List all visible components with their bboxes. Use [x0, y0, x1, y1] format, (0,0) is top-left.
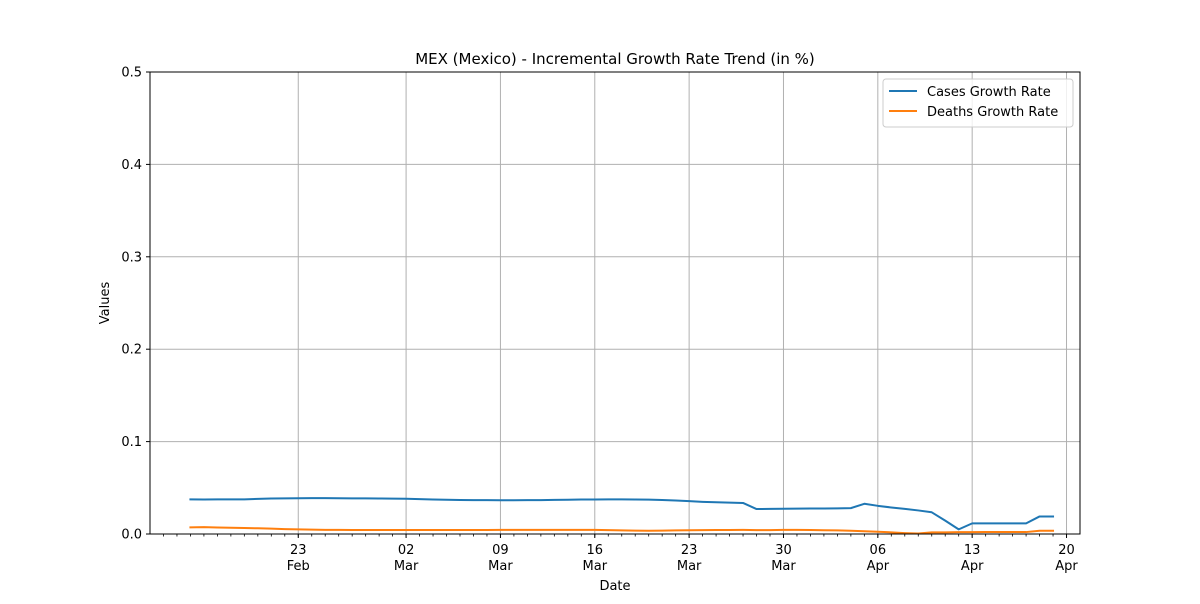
legend: Cases Growth Rate Deaths Growth Rate [882, 78, 1074, 128]
legend-label-deaths: Deaths Growth Rate [927, 105, 1058, 120]
deaths-growth-rate-line [189, 526, 1055, 535]
x-tick-label-day: 20 [1058, 543, 1075, 558]
x-tick-label-month: Mar [583, 559, 608, 574]
grid-lines [150, 71, 1080, 535]
x-axis-label: Date [599, 579, 630, 594]
y-tick-label: 0.5 [121, 66, 142, 81]
y-tick-label: 0.3 [121, 250, 142, 265]
x-tick-label-month: Apr [1055, 559, 1078, 574]
y-tick-label: 0.0 [121, 528, 142, 543]
x-tick-label-day: 02 [398, 543, 415, 558]
x-tick-label-month: Mar [488, 559, 513, 574]
legend-label-cases: Cases Growth Rate [927, 85, 1051, 100]
y-axis-label: Values [98, 282, 113, 325]
x-tick-label-day: 23 [290, 543, 307, 558]
y-tick-label: 0.4 [121, 158, 142, 173]
legend-box [882, 78, 1074, 128]
x-tick-label-day: 16 [587, 543, 604, 558]
x-tick-label-month: Feb [287, 559, 310, 574]
cases-growth-rate-line [189, 497, 1055, 531]
series-lines [189, 497, 1055, 535]
plot-area-frame [149, 71, 1081, 535]
x-tick-label-day: 09 [492, 543, 509, 558]
x-tick-label-month: Mar [771, 559, 796, 574]
y-tick-label: 0.1 [121, 435, 142, 450]
x-tick-label-day: 13 [964, 543, 981, 558]
x-tick-label-month: Mar [394, 559, 419, 574]
y-axis-ticks: 0.0 0.1 0.2 0.3 0.4 0.5 [121, 66, 150, 543]
x-tick-label-day: 06 [870, 543, 887, 558]
x-tick-label-day: 30 [775, 543, 792, 558]
x-tick-label-month: Apr [867, 559, 890, 574]
x-tick-label-month: Apr [961, 559, 984, 574]
x-axis-ticks: 23Feb02Mar09Mar16Mar23Mar30Mar06Apr13Apr… [163, 534, 1078, 574]
x-tick-label-day: 23 [681, 543, 698, 558]
x-tick-label-month: Mar [677, 559, 702, 574]
chart-title: MEX (Mexico) - Incremental Growth Rate T… [415, 50, 815, 68]
y-tick-label: 0.2 [121, 343, 142, 358]
